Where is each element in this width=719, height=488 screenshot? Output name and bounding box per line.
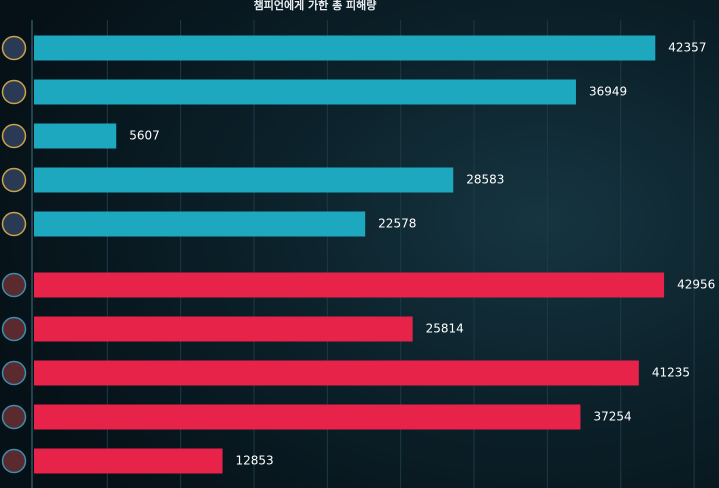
value-label: 28583 — [466, 173, 504, 187]
value-label: 22578 — [378, 217, 416, 231]
chart-title: 챔피언에게 가한 총 피해량 — [254, 0, 377, 12]
champion-icon — [1, 448, 27, 474]
champion-icon — [1, 360, 27, 386]
bar — [34, 167, 454, 193]
bar — [34, 360, 639, 386]
champion-icon — [1, 211, 27, 237]
bar — [34, 35, 656, 61]
bar — [34, 404, 581, 430]
bar — [34, 272, 665, 298]
value-label: 42956 — [677, 278, 715, 292]
champion-icon — [1, 404, 27, 430]
bar — [34, 448, 223, 474]
value-label: 5607 — [129, 129, 160, 143]
value-label: 37254 — [593, 410, 631, 424]
value-label: 12853 — [236, 454, 274, 468]
champion-icon — [1, 316, 27, 342]
bar — [34, 211, 366, 237]
champion-icon — [1, 123, 27, 149]
value-label: 36949 — [589, 85, 627, 99]
value-label: 42357 — [668, 41, 706, 55]
champion-icon — [1, 272, 27, 298]
bar — [34, 316, 413, 342]
bar — [34, 79, 576, 105]
value-label: 25814 — [426, 322, 464, 336]
champion-icon — [1, 79, 27, 105]
bar — [34, 123, 117, 149]
champion-icon — [1, 167, 27, 193]
champion-icon — [1, 35, 27, 61]
value-label: 41235 — [652, 366, 690, 380]
